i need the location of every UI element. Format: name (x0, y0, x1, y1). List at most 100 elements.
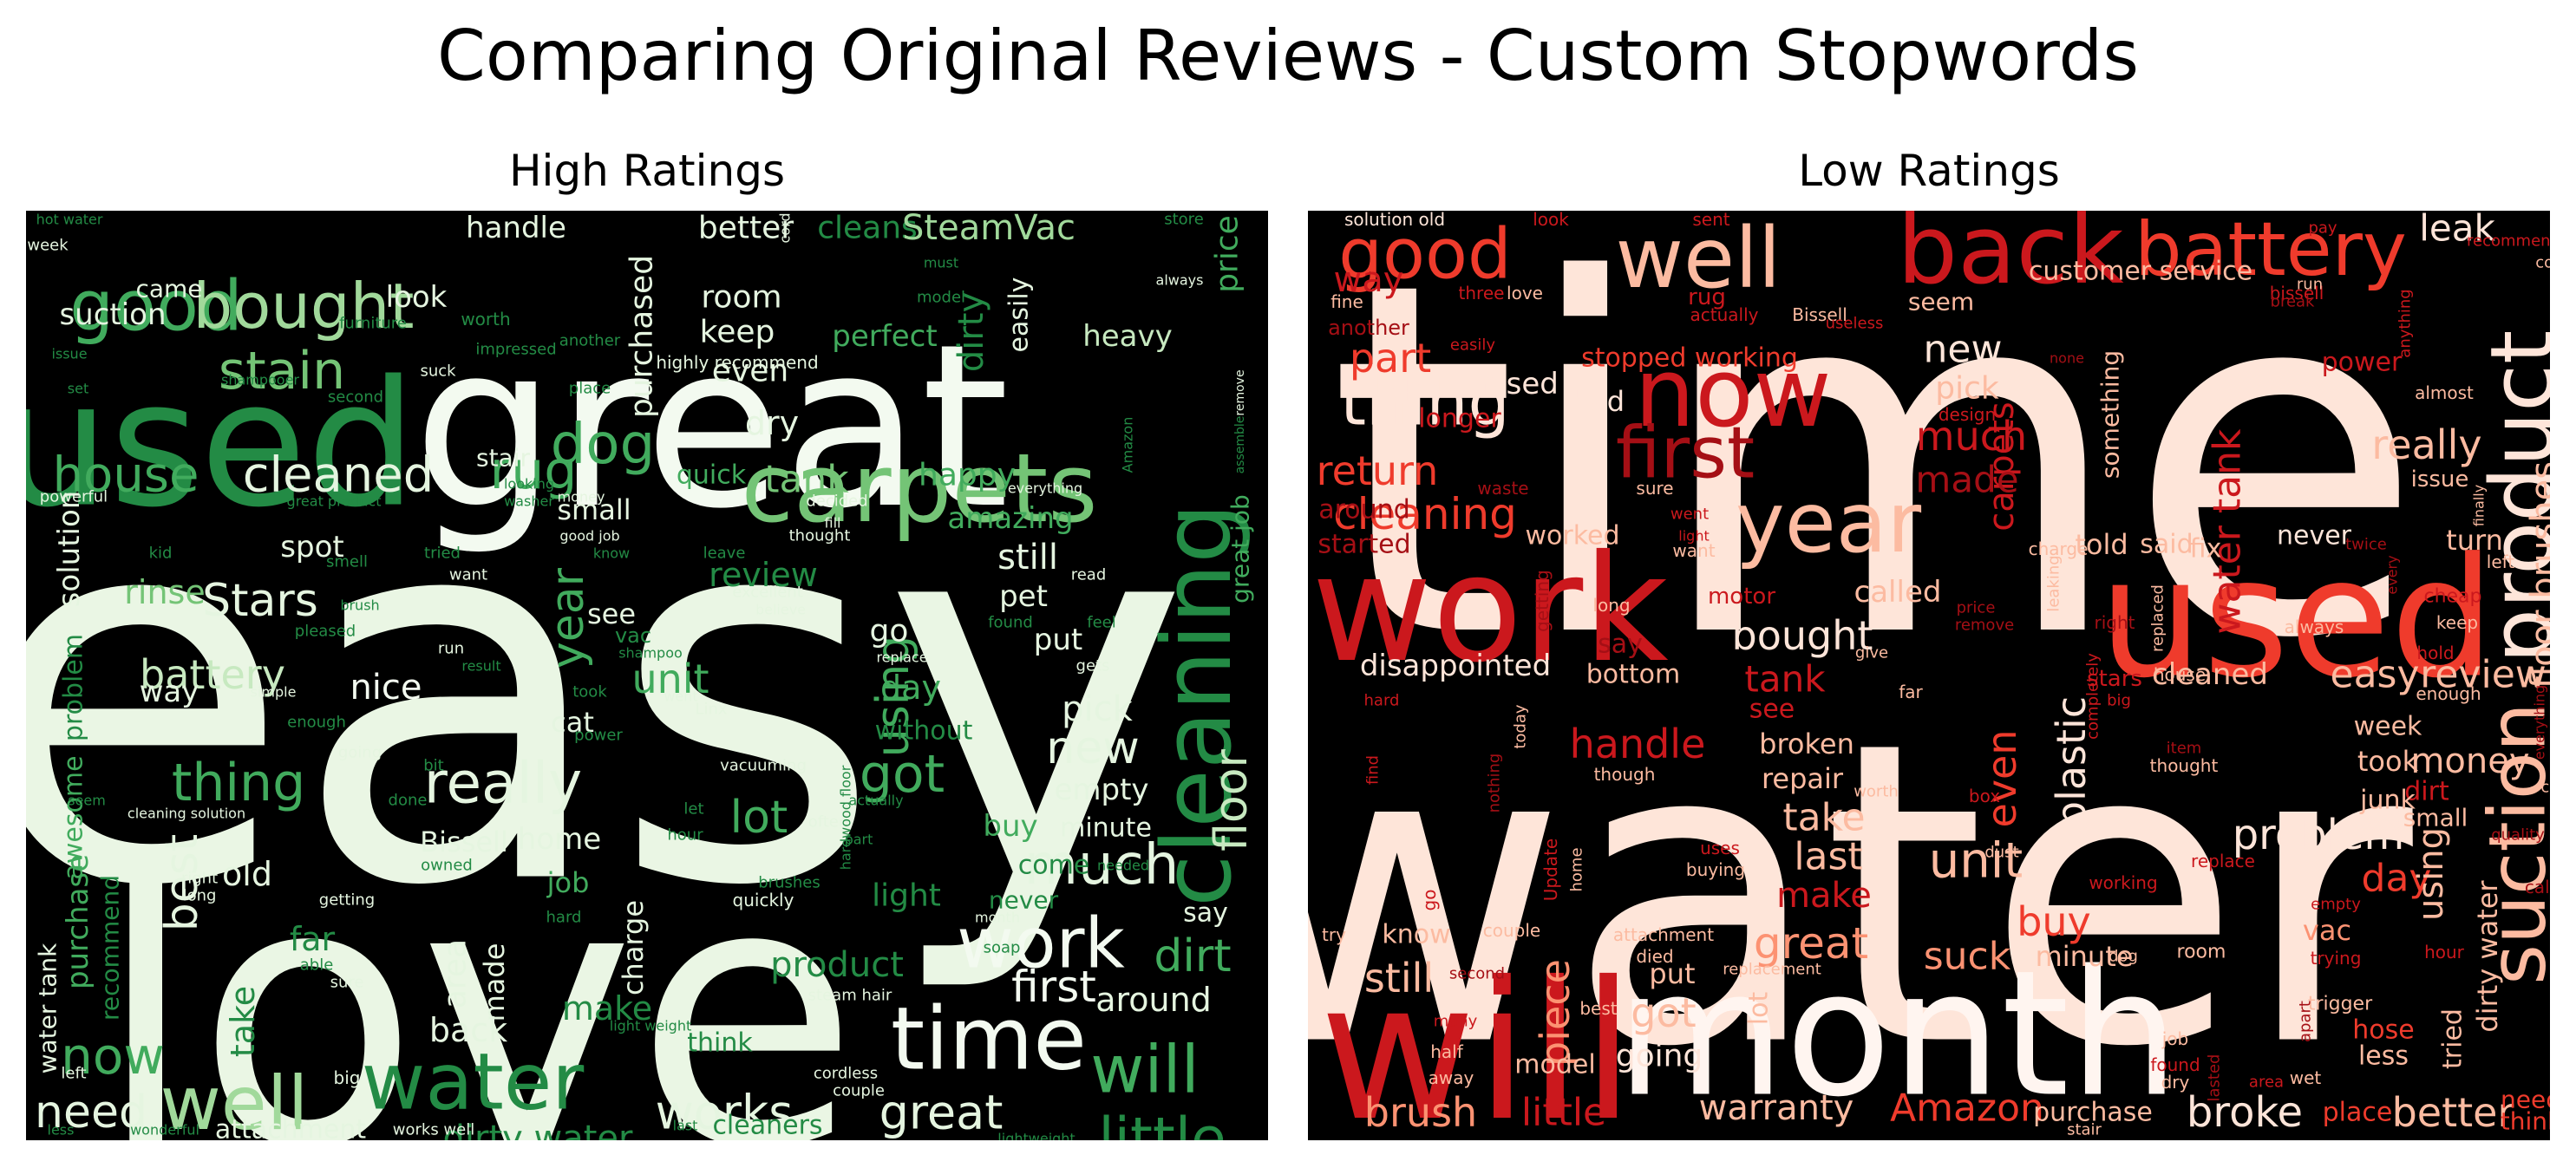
low-word: completely (2084, 653, 2102, 740)
high-word: must (924, 255, 958, 271)
high-word: shampooer (221, 372, 299, 388)
low-word: found (2150, 1054, 2200, 1075)
low-word: motor (1708, 584, 1775, 610)
low-word: pay (2308, 219, 2337, 238)
low-word: easy (2331, 653, 2420, 697)
low-word: now (1635, 337, 1832, 448)
high-word: made (478, 943, 511, 1022)
low-word: useless (1826, 315, 1884, 333)
low-word: less (2358, 1041, 2409, 1072)
low-word: will (1319, 941, 1634, 1140)
high-word: see (587, 597, 636, 630)
low-word: warranty (1699, 1088, 1854, 1128)
high-word: leave (703, 545, 746, 563)
low-word: sure (1636, 478, 1673, 499)
high-word: everything (1008, 480, 1082, 497)
high-word: good job (559, 528, 619, 545)
low-word: love (1507, 283, 1543, 303)
low-word: small (2403, 804, 2468, 832)
high-word: got (860, 744, 945, 805)
low-word: last (1794, 835, 1862, 879)
high-word: happy (919, 458, 1016, 493)
high-word: think (687, 1028, 753, 1059)
high-word: rug (490, 440, 578, 501)
high-word: excellent (732, 584, 803, 602)
low-word: water tank (2206, 428, 2250, 634)
high-word: look (386, 280, 448, 315)
high-word: dirt (1154, 930, 1231, 982)
low-word: purchased (1404, 367, 1559, 401)
high-word: light (872, 878, 941, 914)
low-word: going (1616, 1039, 1703, 1074)
low-word: seem (1908, 288, 1974, 316)
high-word: say (1183, 898, 1228, 929)
low-word: box (1969, 786, 2000, 806)
low-word: run (2297, 276, 2323, 294)
low-word: used (2099, 523, 2495, 715)
high-word: went (664, 688, 697, 705)
high-word: power (574, 727, 623, 745)
high-word: never (989, 886, 1059, 915)
low-word: fine (1330, 291, 1363, 312)
high-word: take (224, 986, 262, 1057)
low-word: buy (2017, 898, 2091, 945)
low-word: week (2354, 712, 2422, 742)
high-word: assemble (1233, 416, 1247, 474)
high-word: perfect (832, 319, 937, 354)
low-word: Bissell (1792, 304, 1847, 325)
low-word: waste (1477, 478, 1528, 499)
low-word: break (2271, 293, 2316, 311)
high-word: come (1018, 851, 1090, 881)
low-word: buying (1686, 859, 1745, 880)
high-word: highly recommend (656, 352, 818, 373)
high-word: light weight (610, 1018, 692, 1034)
high-word: SteamVac (902, 211, 1076, 248)
high-word: purchased (624, 255, 660, 418)
high-word: another (559, 332, 621, 350)
high-word: job (546, 866, 590, 899)
low-word: return (1317, 447, 1439, 494)
high-word: Linx (695, 701, 727, 719)
low-word: well (1616, 211, 1782, 307)
high-word: first (1011, 962, 1096, 1012)
high-word: issue (51, 346, 87, 362)
low-word: solution old (1344, 211, 1445, 230)
high-word: great (879, 1086, 1004, 1140)
low-word: bought (1732, 612, 1873, 659)
high-word: last (673, 1118, 698, 1134)
low-word: far (1899, 682, 1923, 702)
low-word: actually (1690, 304, 1759, 325)
high-word: easy (26, 394, 1190, 1000)
low-word: call (2525, 877, 2550, 897)
low-word: item (2167, 740, 2202, 758)
low-word: try (1322, 924, 1346, 945)
high-word: pleased (295, 623, 356, 641)
high-word: room (701, 280, 781, 316)
low-word: took (2357, 745, 2419, 778)
low-word: go (1419, 890, 1440, 911)
high-word: big (334, 1067, 361, 1088)
low-word: got (1631, 989, 1696, 1036)
low-word: work (1311, 524, 1668, 695)
low-word: product (2472, 330, 2551, 664)
low-word: make (1776, 876, 1872, 916)
low-word: tank (1744, 658, 1826, 701)
low-word: worth (1854, 783, 1899, 801)
high-word: handle (466, 211, 566, 245)
high-word: dog (551, 413, 655, 477)
low-word: problem (2233, 811, 2405, 859)
low-word: take (1782, 796, 1865, 840)
low-word: dry (2161, 1072, 2190, 1093)
high-word: great product (287, 493, 382, 510)
low-word: today (1512, 704, 1530, 749)
high-word: battery (140, 651, 285, 698)
high-word: gets (1076, 657, 1110, 675)
low-word: battery (2135, 211, 2407, 293)
low-word: dirty water (2471, 880, 2504, 1033)
high-word: year (542, 567, 594, 669)
low-word: left (2487, 551, 2515, 572)
high-word: week (27, 237, 69, 255)
high-word: product (770, 945, 904, 985)
low-word: lot (1744, 992, 1775, 1026)
low-word: think (2501, 1107, 2550, 1136)
